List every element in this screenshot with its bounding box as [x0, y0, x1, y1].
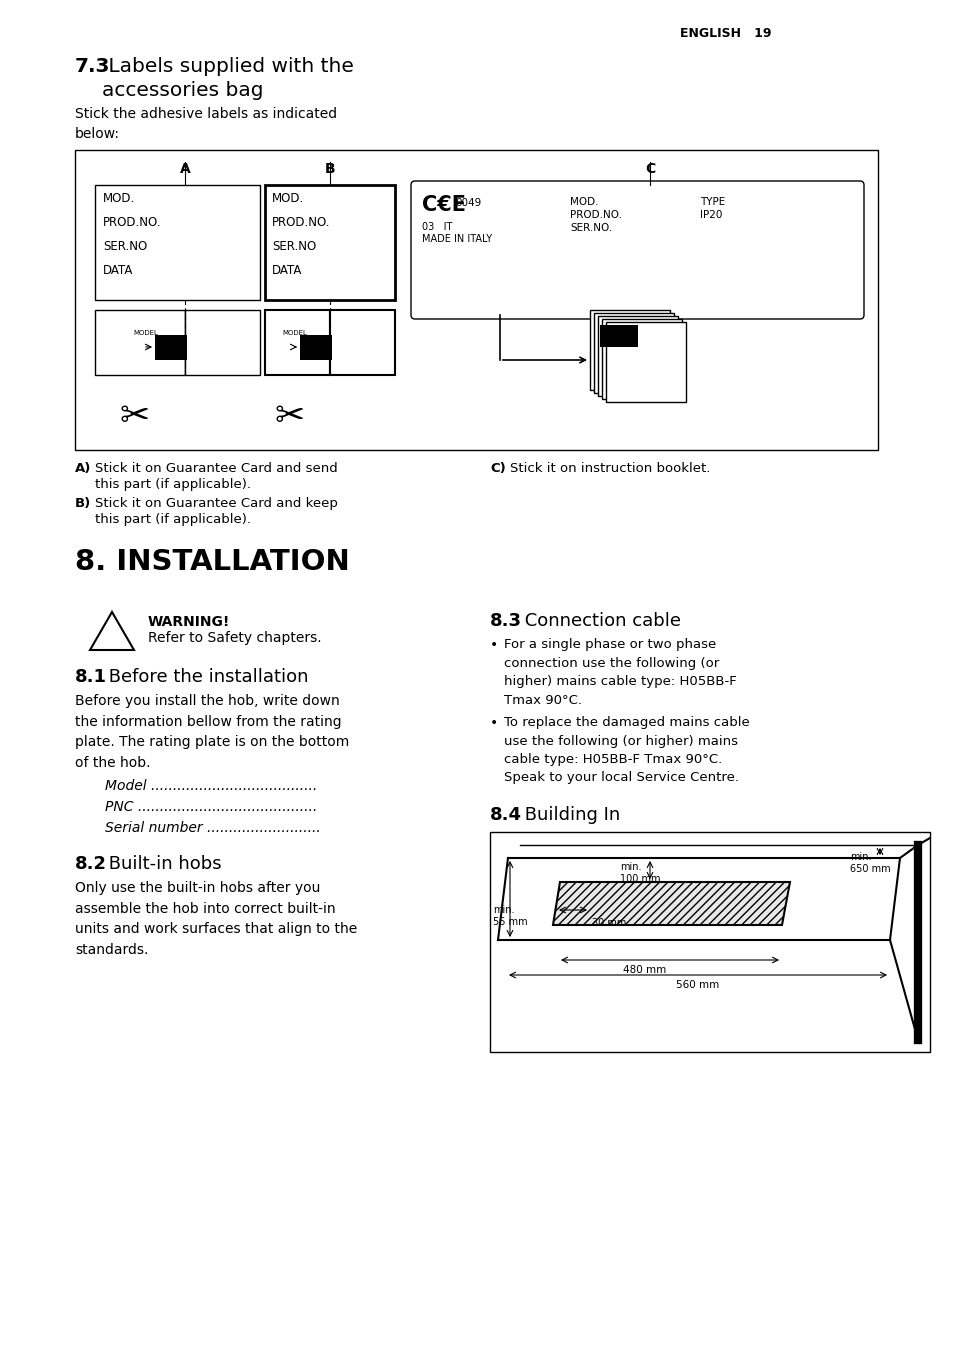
Bar	[589, 310, 669, 390]
Bar	[490, 831, 929, 1052]
Text: SER.NO: SER.NO	[272, 240, 315, 253]
Text: ✂: ✂	[274, 399, 305, 435]
Text: SER.NO: SER.NO	[103, 240, 147, 253]
Bar	[299, 334, 332, 360]
Text: Labels supplied with the
accessories bag: Labels supplied with the accessories bag	[102, 57, 354, 99]
Text: A): A)	[75, 462, 91, 475]
Text: !: !	[108, 626, 115, 645]
Text: MODEL: MODEL	[282, 330, 307, 336]
Text: MOD.: MOD.	[569, 196, 598, 207]
Text: Only use the built-in hobs after you
assemble the hob into correct built-in
unit: Only use the built-in hobs after you ass…	[75, 881, 356, 957]
Text: PROD.NO.: PROD.NO.	[272, 217, 330, 229]
Bar	[75, 150, 877, 450]
Text: A: A	[179, 162, 191, 176]
Text: SER.NO.: SER.NO.	[569, 223, 612, 233]
Polygon shape	[90, 612, 133, 650]
Bar	[154, 334, 187, 360]
Text: Before the installation: Before the installation	[103, 668, 308, 686]
Text: ✂: ✂	[120, 399, 150, 435]
Bar	[330, 310, 395, 375]
Text: Stick it on Guarantee Card and keep: Stick it on Guarantee Card and keep	[95, 497, 337, 510]
Text: TYPE: TYPE	[700, 196, 724, 207]
Text: Refer to Safety chapters.: Refer to Safety chapters.	[148, 631, 321, 645]
Text: this part (if applicable).: this part (if applicable).	[95, 513, 251, 525]
Text: C): C)	[490, 462, 505, 475]
Text: C€E: C€E	[421, 195, 465, 215]
Text: 0049: 0049	[455, 198, 480, 209]
Text: min.
55 mm: min. 55 mm	[493, 904, 527, 926]
Text: ENGLISH   19: ENGLISH 19	[679, 27, 771, 41]
Text: MODEL: MODEL	[132, 330, 157, 336]
Bar	[265, 185, 395, 301]
Text: •: •	[490, 716, 497, 730]
Text: Building In: Building In	[518, 806, 619, 825]
Text: C: C	[644, 162, 655, 176]
Text: To replace the damaged mains cable
use the following (or higher) mains
cable typ: To replace the damaged mains cable use t…	[503, 716, 749, 784]
Text: DATA: DATA	[103, 264, 133, 278]
Polygon shape	[553, 881, 789, 925]
Text: Connection cable: Connection cable	[518, 612, 680, 630]
Text: 8.2: 8.2	[75, 854, 107, 873]
Bar	[185, 310, 260, 375]
Text: 8.4: 8.4	[490, 806, 521, 825]
Text: Model ......................................: Model ..................................…	[105, 779, 317, 793]
Bar	[95, 310, 185, 375]
Text: 8.1: 8.1	[75, 668, 107, 686]
Text: MOD.: MOD.	[103, 192, 135, 204]
Text: DATA: DATA	[272, 264, 302, 278]
Text: Stick it on Guarantee Card and send: Stick it on Guarantee Card and send	[95, 462, 337, 475]
Text: IP20: IP20	[700, 210, 721, 219]
Bar	[265, 310, 330, 375]
Text: Stick it on instruction booklet.: Stick it on instruction booklet.	[510, 462, 710, 475]
Text: this part (if applicable).: this part (if applicable).	[95, 478, 251, 492]
Text: MADE IN ITALY: MADE IN ITALY	[421, 234, 492, 244]
Text: B: B	[324, 162, 335, 176]
Text: Built-in hobs: Built-in hobs	[103, 854, 221, 873]
Bar	[605, 322, 685, 402]
Text: 30 mm: 30 mm	[592, 918, 626, 927]
Text: 8. INSTALLATION: 8. INSTALLATION	[75, 548, 350, 575]
Bar	[601, 320, 681, 399]
Text: 03   IT: 03 IT	[421, 222, 452, 232]
Text: 560 mm: 560 mm	[676, 980, 719, 990]
Text: 8.3: 8.3	[490, 612, 521, 630]
Text: WARNING!: WARNING!	[148, 615, 230, 630]
FancyBboxPatch shape	[411, 181, 863, 320]
Bar	[95, 185, 260, 301]
Bar	[598, 315, 678, 395]
Text: PROD.NO.: PROD.NO.	[569, 210, 621, 219]
Text: min.
650 mm: min. 650 mm	[849, 852, 890, 873]
Text: MOD.: MOD.	[272, 192, 304, 204]
Text: 7.3: 7.3	[75, 57, 111, 76]
Text: B): B)	[75, 497, 91, 510]
Text: PNC .........................................: PNC ....................................…	[105, 800, 317, 814]
Text: min.
100 mm: min. 100 mm	[619, 862, 659, 884]
Bar	[594, 313, 673, 393]
Text: For a single phase or two phase
connection use the following (or
higher) mains c: For a single phase or two phase connecti…	[503, 638, 736, 707]
Text: PROD.NO.: PROD.NO.	[103, 217, 161, 229]
Text: Stick the adhesive labels as indicated
below:: Stick the adhesive labels as indicated b…	[75, 107, 336, 141]
Text: Before you install the hob, write down
the information bellow from the rating
pl: Before you install the hob, write down t…	[75, 695, 349, 770]
Text: 480 mm: 480 mm	[622, 965, 666, 975]
Text: •: •	[490, 638, 497, 653]
Bar	[599, 325, 638, 347]
Text: Serial number ..........................: Serial number ..........................	[105, 821, 320, 835]
